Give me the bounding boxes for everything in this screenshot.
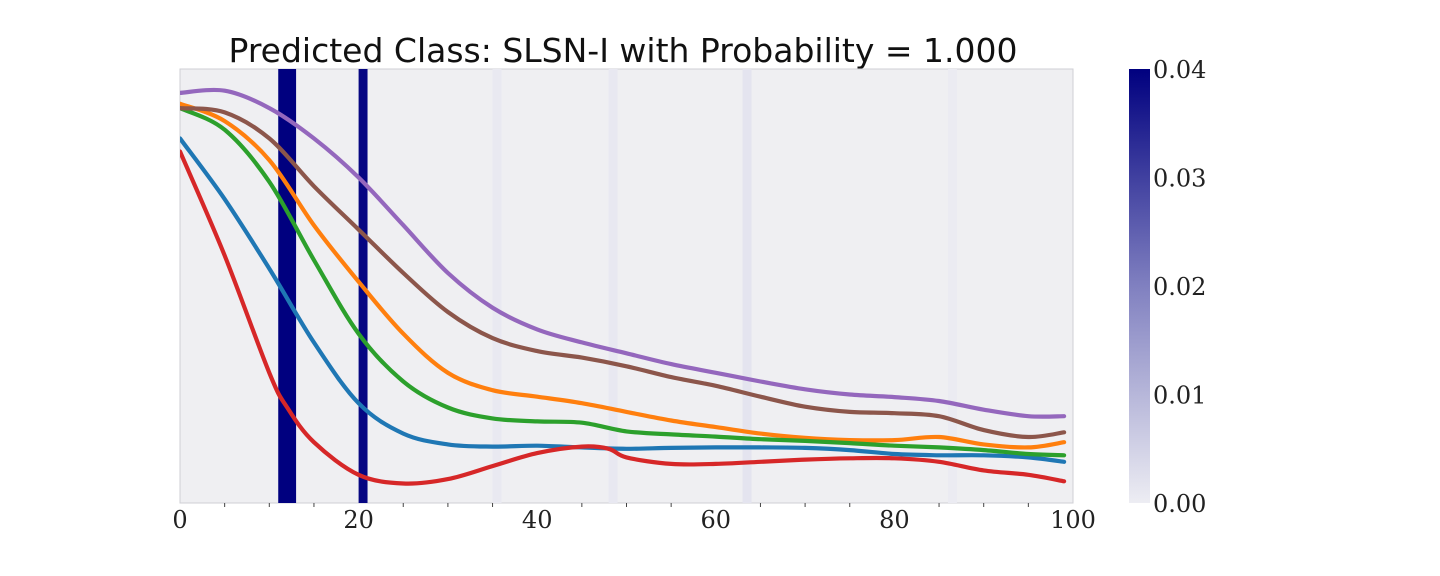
x-tick-label: 80: [879, 506, 910, 534]
series-line: [180, 106, 1067, 440]
series-line: [180, 87, 1067, 419]
x-tick-label: 100: [1050, 506, 1096, 534]
x-tick-label: 20: [343, 506, 374, 534]
series-line: [180, 136, 1067, 464]
colorbar-tick-label: 0.01: [1153, 382, 1206, 410]
colorbar-tick-label: 0.04: [1153, 56, 1206, 84]
attention-band: [492, 69, 502, 503]
series-line: [180, 149, 1067, 486]
colorbar: [1129, 69, 1150, 503]
attention-band: [947, 69, 957, 503]
attention-band: [742, 69, 752, 503]
series-line: [180, 101, 1067, 450]
colorbar-tick-label: 0.02: [1153, 273, 1206, 301]
x-axis: 0 20 40 60 80 100: [172, 503, 1096, 534]
colorbar-tick-label: 0.03: [1153, 165, 1206, 193]
series-line: [180, 106, 1067, 458]
x-tick-label: 0: [172, 506, 187, 534]
colorbar-tick-label: 0.00: [1153, 490, 1206, 518]
x-tick-label: 40: [522, 506, 553, 534]
x-tick-label: 60: [701, 506, 732, 534]
chart-title: Predicted Class: SLSN-I with Probability…: [229, 31, 1018, 70]
colorbar-axis: 0.00 0.01 0.02 0.03 0.04: [1153, 56, 1206, 518]
attention-band: [608, 69, 618, 503]
light-curve-series: [180, 87, 1067, 486]
